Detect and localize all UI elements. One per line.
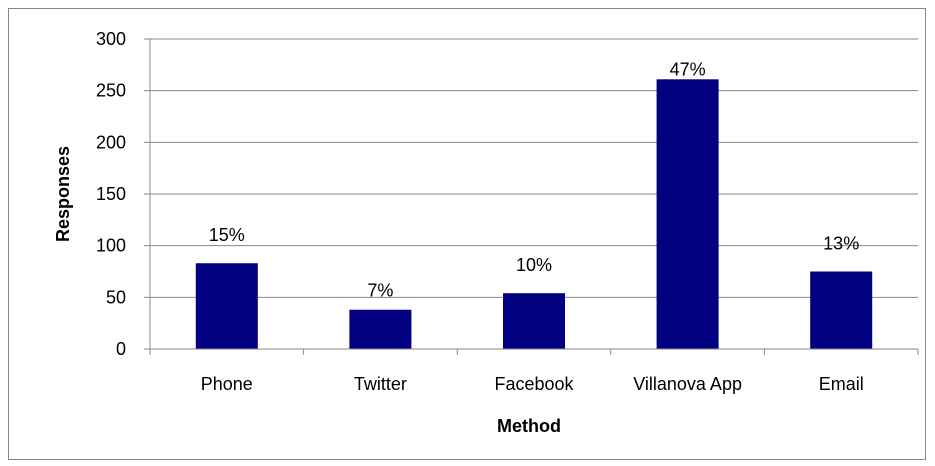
y-tick-label: 50: [106, 287, 126, 307]
y-tick-label: 200: [96, 132, 126, 152]
y-tick-label: 250: [96, 81, 126, 101]
category-label: Twitter: [354, 374, 407, 394]
bar: [656, 79, 719, 350]
x-axis-categories: Phone Twitter Facebook Villanova App Email: [149, 349, 919, 394]
x-axis-title: Method: [497, 416, 561, 436]
bar: [349, 309, 412, 349]
data-label: 15%: [209, 225, 245, 245]
data-label: 47%: [670, 59, 706, 79]
y-tick-label: 100: [96, 236, 126, 256]
bar: [195, 263, 258, 349]
category-label: Villanova App: [633, 374, 742, 394]
category-label: Facebook: [494, 374, 574, 394]
bars: [195, 79, 873, 350]
bar: [503, 293, 565, 349]
y-tick-label: 150: [96, 184, 126, 204]
bar: [810, 271, 873, 349]
y-axis-title: Responses: [53, 146, 73, 242]
data-label: 7%: [367, 281, 393, 301]
category-label: Email: [819, 374, 864, 394]
y-tick-label: 300: [96, 29, 126, 49]
data-labels: 15% 7% 10% 47% 13%: [209, 59, 859, 300]
data-label: 10%: [516, 255, 552, 275]
gridlines: [150, 38, 918, 298]
category-label: Phone: [201, 374, 253, 394]
y-tick-label: 0: [116, 339, 126, 359]
data-label: 13%: [823, 234, 859, 254]
y-axis-ticks: 0 50 100 150 200 250 300: [96, 29, 150, 359]
chart-frame: [8, 8, 926, 460]
